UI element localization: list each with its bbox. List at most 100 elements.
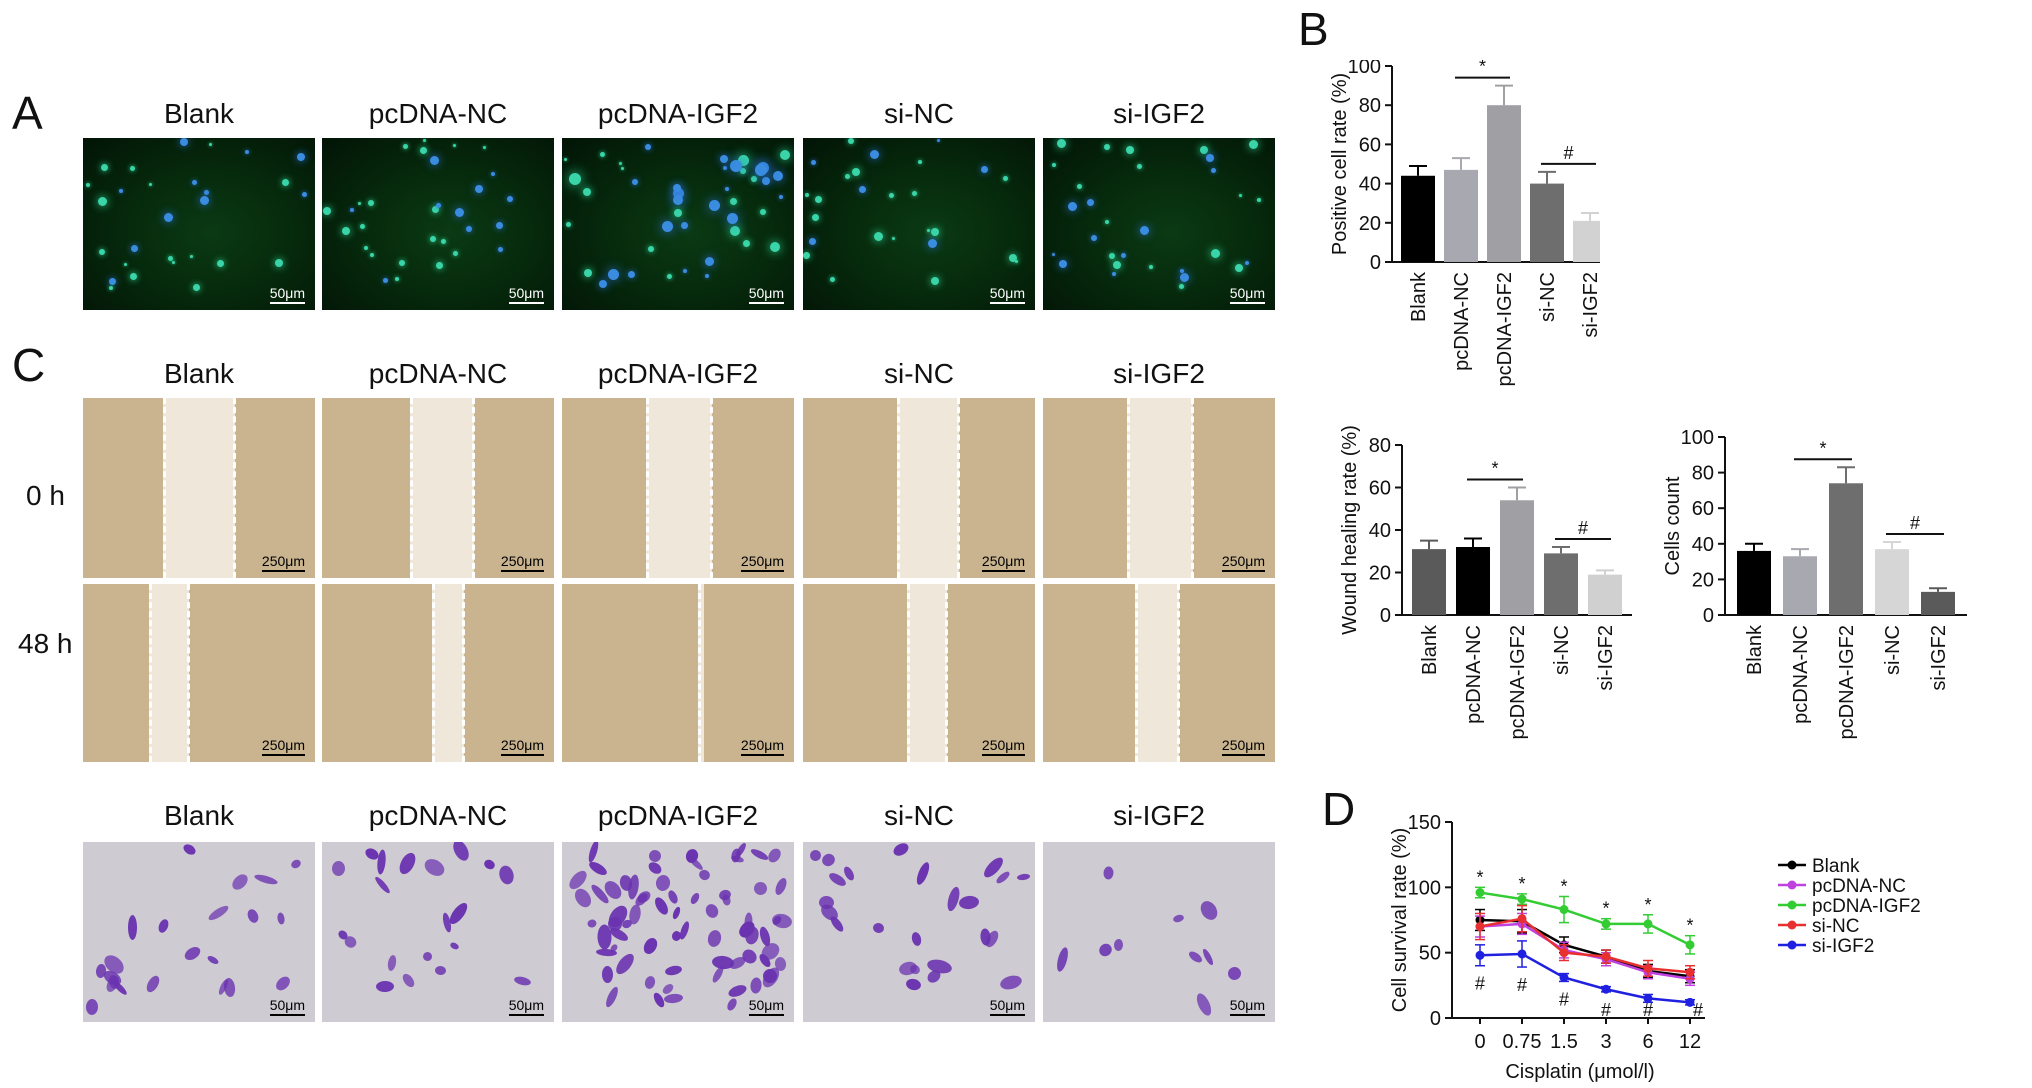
- header-c-pcdna-igf2: pcDNA-IGF2: [597, 358, 759, 389]
- bar: [1444, 169, 1478, 262]
- stained-cell: [998, 973, 1024, 992]
- scale-bar-label: 50μm: [508, 285, 544, 301]
- fluorescent-cell: [507, 196, 513, 202]
- stained-cell: [276, 912, 286, 925]
- scale-bar-label: 250μm: [740, 553, 784, 569]
- bar: [1783, 556, 1817, 615]
- stained-cell: [671, 905, 682, 921]
- fluorescent-cell: [1077, 184, 1082, 189]
- scale-bar-label: 50μm: [269, 997, 305, 1013]
- fluorescent-cell: [569, 173, 581, 185]
- fluorescent-cell: [705, 274, 709, 278]
- stained-cell: [749, 976, 763, 995]
- x-tick-label: 6: [1642, 1031, 1653, 1053]
- fluorescent-cell: [483, 146, 486, 149]
- fluorescent-cell: [755, 164, 767, 176]
- fluorescent-cell: [632, 179, 638, 185]
- header-t-blank: Blank: [163, 800, 235, 831]
- stained-cell: [749, 847, 770, 862]
- fluorescent-cell: [674, 209, 682, 217]
- stained-cell: [229, 871, 251, 893]
- stained-cell: [85, 998, 99, 1016]
- significance-marker: *: [1819, 438, 1826, 458]
- fluorescent-cell: [124, 263, 127, 266]
- header-a-si-igf2: si-IGF2: [1113, 98, 1205, 129]
- fluorescent-cell: [1249, 140, 1258, 149]
- fluorescent-cell: [845, 174, 850, 179]
- x-axis-label: Cisplatin (μmol/l): [1505, 1061, 1654, 1083]
- fluorescent-cell: [1105, 220, 1109, 224]
- stained-cell: [373, 875, 392, 895]
- stained-cell: [648, 849, 662, 863]
- data-point: [1601, 984, 1611, 994]
- header-t-pcdna-nc: pcDNA-NC: [368, 800, 508, 831]
- fluorescent-cell: [430, 236, 436, 242]
- star-annotation: *: [1686, 916, 1693, 936]
- fluorescent-cell: [358, 202, 361, 205]
- stained-cell: [1197, 898, 1221, 923]
- fluorescent-cell: [86, 183, 90, 187]
- header-t-si-nc: si-NC: [884, 800, 954, 831]
- stained-cell: [689, 891, 701, 906]
- data-point: [1685, 997, 1695, 1007]
- fluorescent-cell: [297, 153, 305, 161]
- data-point: [1559, 972, 1569, 982]
- stained-cell: [497, 864, 516, 886]
- stained-cell: [872, 922, 885, 934]
- wound-image-48h-si-igf2: 250μm: [1043, 584, 1275, 762]
- fluorescent-cell: [815, 196, 822, 203]
- panel-label-a: A: [12, 87, 43, 139]
- scale-bar-label: 250μm: [261, 553, 305, 569]
- fluorescent-cell: [193, 284, 200, 291]
- fluorescent-cell: [743, 240, 750, 247]
- fluorescent-cell: [1235, 264, 1243, 272]
- stained-cell: [1016, 873, 1031, 881]
- fluorescent-cell: [364, 246, 368, 250]
- hash-annotation: #: [1475, 974, 1485, 994]
- fluorescent-cell: [453, 251, 458, 256]
- fluorescent-cell: [848, 138, 854, 144]
- y-tick-label: 80: [1692, 463, 1714, 485]
- fluorescent-cell: [168, 256, 173, 261]
- chart-wound-healing-rate: 0 20 40 60 80 Wound healing rate (%) Blank pcDN…: [1339, 425, 1632, 739]
- fluorescent-cell: [566, 222, 571, 227]
- wound-image-0h-pcdna-igf2: 250μm: [562, 398, 794, 578]
- stained-cell: [1193, 991, 1215, 1018]
- fluorescent-cell: [599, 280, 607, 288]
- x-tick-label: pcDNA-IGF2: [1507, 625, 1529, 739]
- stained-cell: [904, 977, 923, 992]
- scale-bar-label: 50μm: [1229, 997, 1265, 1013]
- fluorescence-image-pcdna-nc: 50μm: [322, 138, 554, 310]
- fluorescent-cell: [455, 208, 464, 217]
- fluorescent-cell: [1211, 249, 1220, 258]
- stained-cell: [666, 888, 680, 906]
- y-axis-label: Cell survival rate (%): [1389, 828, 1411, 1012]
- fluorescent-cell: [770, 242, 780, 252]
- bar: [1544, 553, 1578, 615]
- stained-cell: [910, 931, 923, 947]
- fluorescent-cell: [928, 239, 937, 248]
- header-a-pcdna-igf2: pcDNA-IGF2: [597, 98, 759, 129]
- stained-cell: [434, 965, 447, 976]
- series-line: [1479, 917, 1691, 974]
- hash-annotation: #: [1559, 989, 1569, 1009]
- wound-image-48h-si-nc: 250μm: [803, 584, 1035, 762]
- x-tick-label: Blank: [1419, 624, 1441, 675]
- fluorescent-cell: [172, 261, 175, 264]
- star-annotation: *: [1518, 874, 1525, 894]
- stained-cell: [697, 868, 712, 882]
- hash-annotation: #: [1517, 975, 1527, 995]
- scale-bar-label: 50μm: [1229, 285, 1265, 301]
- fluorescent-cell: [395, 277, 399, 281]
- fluorescent-cell: [683, 269, 687, 273]
- fluorescent-cell: [874, 232, 883, 241]
- fluorescent-cell: [621, 167, 624, 170]
- stained-cell: [773, 876, 789, 897]
- legend-marker: [1787, 900, 1797, 910]
- stained-cell: [273, 973, 293, 994]
- fluorescent-cell: [190, 255, 193, 258]
- star-annotation: *: [1644, 895, 1651, 915]
- fluorescent-cell: [811, 160, 816, 165]
- wound-image-48h-pcdna-nc: 250μm: [322, 584, 554, 762]
- x-tick-label: si-IGF2: [1595, 625, 1617, 691]
